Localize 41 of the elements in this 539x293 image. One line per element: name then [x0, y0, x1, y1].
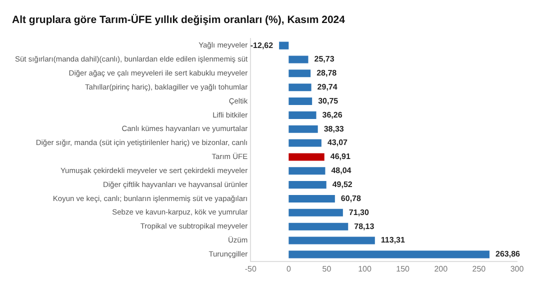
data-label: 263,86 — [495, 250, 521, 259]
data-label: 48,04 — [331, 166, 352, 176]
data-label: 49,52 — [332, 180, 353, 190]
bar — [288, 70, 311, 78]
data-label: 43,07 — [327, 138, 348, 148]
bar — [288, 236, 375, 244]
data-label: 25,73 — [314, 54, 335, 64]
x-tick-label: 300 — [510, 264, 524, 274]
x-tick-label: 100 — [358, 264, 372, 274]
bar — [288, 139, 322, 147]
bar — [288, 208, 343, 216]
data-label: 30,75 — [318, 96, 339, 106]
data-label: 60,78 — [340, 194, 362, 203]
data-label: 36,26 — [322, 110, 343, 120]
data-label: 28,78 — [316, 68, 338, 78]
bar — [279, 42, 289, 50]
bar — [288, 167, 326, 175]
x-tick-label: 0 — [286, 264, 292, 274]
x-tick-label: 250 — [472, 264, 486, 274]
bar — [288, 84, 312, 92]
data-label: -12,62 — [250, 40, 274, 50]
bar — [288, 153, 324, 161]
data-label: 78,13 — [354, 222, 375, 231]
x-tick-label: 50 — [322, 264, 332, 274]
bar — [288, 111, 316, 119]
bar — [288, 56, 308, 64]
x-tick-label: -50 — [244, 264, 257, 274]
x-tick-label: 150 — [396, 264, 410, 274]
data-label: 46,91 — [330, 152, 351, 162]
data-label: 71,30 — [348, 208, 370, 217]
bar — [288, 194, 335, 202]
bar — [288, 181, 326, 189]
x-tick-label: 200 — [434, 264, 448, 274]
bar — [288, 98, 312, 106]
data-label: 29,74 — [317, 82, 338, 92]
bar — [288, 125, 318, 133]
bar — [288, 222, 348, 230]
chart-title: Alt gruplara göre Tarım-ÜFE yıllık değişim oranları (%), Kasım 2024 — [12, 14, 346, 26]
data-label: 113,31 — [380, 236, 406, 245]
data-label: 38,33 — [324, 124, 344, 134]
bar — [288, 250, 490, 258]
